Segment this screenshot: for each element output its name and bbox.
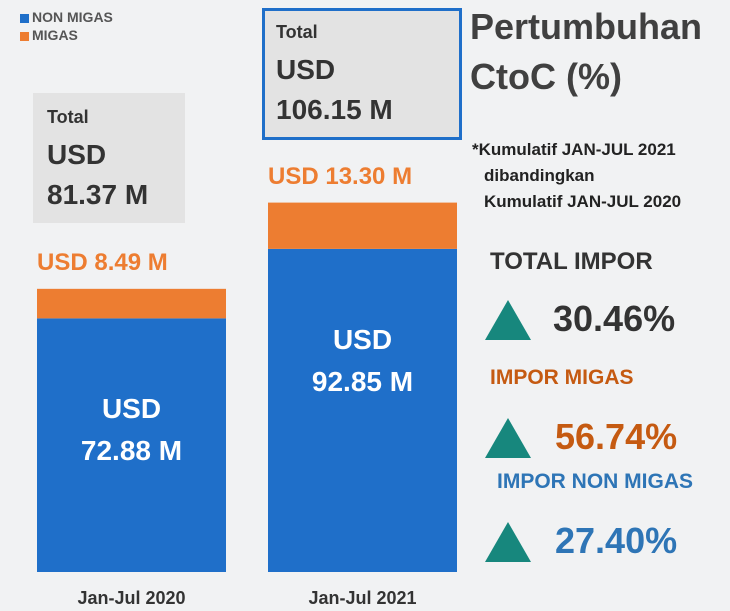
bar [268,202,457,249]
total-title: Total [47,107,89,127]
legend-label: MIGAS [32,27,78,43]
x-tick-label: Jan-Jul 2021 [308,588,417,608]
total-label: USD 81.37 M [47,139,149,210]
value-label: USD 72.88 M [80,393,183,467]
chart-title: CtoC (%) [470,56,622,97]
legend-swatch [20,14,29,23]
total-box [33,93,185,223]
legend-swatch [20,32,29,41]
value-label: USD 92.85 M [311,323,414,397]
bar [268,248,457,572]
triangle-icon [485,522,531,562]
note: *Kumulatif JAN-JUL 2021 [472,140,676,159]
growth-label: IMPOR MIGAS [490,366,634,389]
legend-label: NON MIGAS [32,9,113,25]
note: Kumulatif JAN-JUL 2020 [484,192,682,211]
note: dibandingkan [484,166,595,185]
growth-value: 56.74% [555,416,678,457]
triangle-icon [485,418,531,458]
growth-value: 30.46% [553,298,676,339]
growth-label: IMPOR NON MIGAS [497,470,694,493]
bar [37,318,226,572]
value-label: USD 8.49 M [37,248,168,276]
total-box [262,8,462,140]
triangle-icon [485,300,531,340]
value-label: USD 13.30 M [268,162,413,190]
total-label: USD 106.15 M [276,54,393,125]
bar [37,288,226,319]
chart-title: Pertumbuhan [470,6,703,47]
total-title: Total [276,22,318,42]
growth-value: 27.40% [555,520,678,561]
x-tick-label: Jan-Jul 2020 [77,588,186,608]
growth-label: TOTAL IMPOR [490,248,653,275]
